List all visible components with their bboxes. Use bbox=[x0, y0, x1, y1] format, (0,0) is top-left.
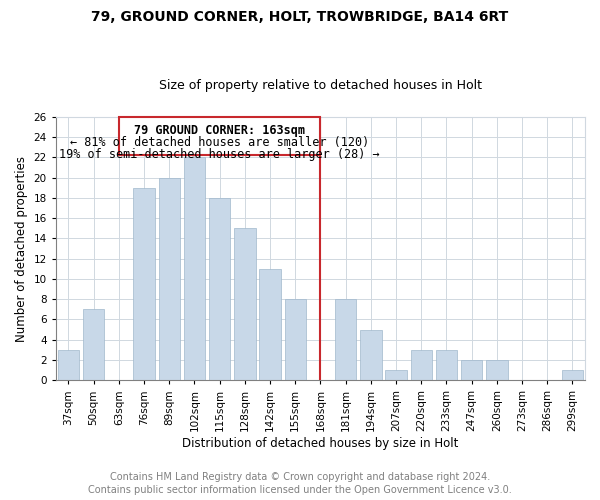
Bar bbox=[234, 228, 256, 380]
Bar bbox=[436, 350, 457, 380]
Bar bbox=[335, 299, 356, 380]
Text: 19% of semi-detached houses are larger (28) →: 19% of semi-detached houses are larger (… bbox=[59, 148, 380, 161]
Text: Contains HM Land Registry data © Crown copyright and database right 2024.
Contai: Contains HM Land Registry data © Crown c… bbox=[88, 472, 512, 495]
Bar bbox=[184, 158, 205, 380]
Bar bbox=[58, 350, 79, 380]
Bar bbox=[461, 360, 482, 380]
Bar bbox=[209, 198, 230, 380]
X-axis label: Distribution of detached houses by size in Holt: Distribution of detached houses by size … bbox=[182, 437, 458, 450]
Text: ← 81% of detached houses are smaller (120): ← 81% of detached houses are smaller (12… bbox=[70, 136, 369, 149]
Title: Size of property relative to detached houses in Holt: Size of property relative to detached ho… bbox=[159, 79, 482, 92]
Bar bbox=[486, 360, 508, 380]
Bar bbox=[259, 269, 281, 380]
Text: 79 GROUND CORNER: 163sqm: 79 GROUND CORNER: 163sqm bbox=[134, 124, 305, 137]
Bar bbox=[158, 178, 180, 380]
Bar bbox=[83, 310, 104, 380]
Bar bbox=[410, 350, 432, 380]
Bar bbox=[284, 299, 306, 380]
Bar bbox=[119, 117, 320, 156]
Bar bbox=[562, 370, 583, 380]
Bar bbox=[360, 330, 382, 380]
Bar bbox=[133, 188, 155, 380]
Text: 79, GROUND CORNER, HOLT, TROWBRIDGE, BA14 6RT: 79, GROUND CORNER, HOLT, TROWBRIDGE, BA1… bbox=[91, 10, 509, 24]
Y-axis label: Number of detached properties: Number of detached properties bbox=[15, 156, 28, 342]
Bar bbox=[385, 370, 407, 380]
